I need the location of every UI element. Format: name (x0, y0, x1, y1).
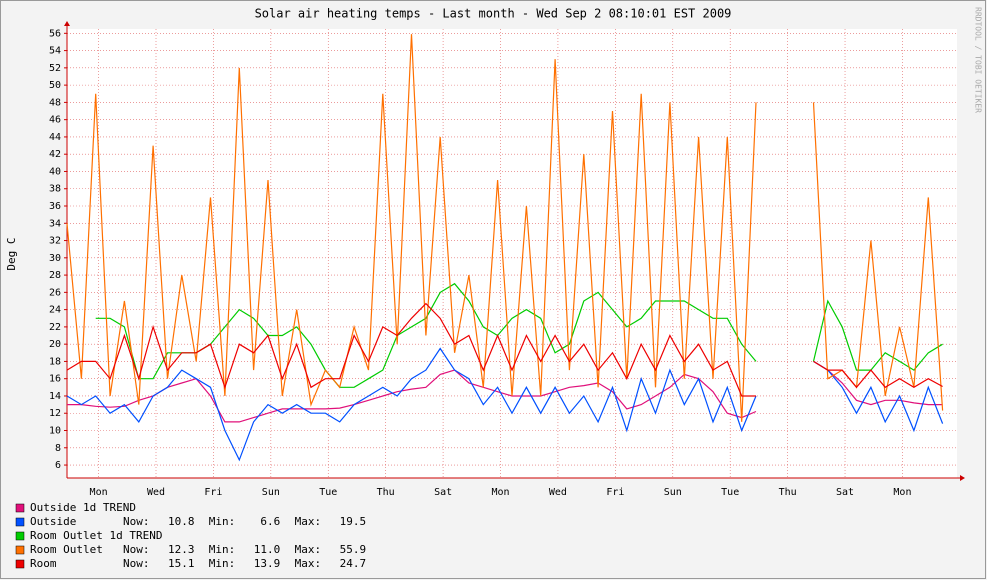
x-tick-label: Mon (491, 487, 509, 498)
axis-arrow (64, 21, 70, 26)
x-tick-label: Sat (434, 487, 452, 498)
y-tick-label: 56 (49, 28, 61, 39)
x-tick-label: Wed (549, 487, 567, 498)
stat-value: 55.9 (340, 543, 367, 556)
axis-arrow (960, 475, 965, 481)
stat-value: 11.0 (254, 543, 281, 556)
legend-swatch (15, 503, 25, 513)
legend-label: Outside 1d TREND (30, 501, 136, 514)
legend-swatch (15, 531, 25, 541)
stat-value: 6.6 (260, 515, 280, 528)
y-tick-label: 26 (49, 287, 61, 298)
plot-area (67, 29, 957, 478)
stat-value: 13.9 (254, 557, 281, 570)
y-tick-label: 20 (49, 339, 61, 350)
y-tick-label: 54 (49, 46, 61, 57)
stat-label: Now: (123, 543, 150, 556)
y-tick-label: 52 (49, 63, 61, 74)
x-tick-label: Thu (779, 487, 797, 498)
y-tick-label: 32 (49, 236, 61, 247)
y-axis-label: Deg C (5, 237, 18, 270)
legend-label: Outside (30, 515, 76, 528)
x-tick-label: Sun (262, 487, 280, 498)
stat-label: Min: (209, 515, 236, 528)
stat-label: Min: (209, 557, 236, 570)
x-tick-label: Fri (606, 487, 624, 498)
y-tick-label: 24 (49, 305, 61, 316)
chart-title: Solar air heating temps - Last month - W… (255, 7, 732, 21)
y-tick-label: 30 (49, 253, 61, 264)
y-tick-label: 12 (49, 408, 61, 419)
legend-label: Room (30, 557, 57, 570)
x-tick-label: Fri (204, 487, 222, 498)
y-tick-label: 28 (49, 270, 61, 281)
legend-swatch (15, 545, 25, 555)
stat-label: Now: (123, 557, 150, 570)
legend-label: Room Outlet 1d TREND (30, 529, 162, 542)
x-tick-label: Wed (147, 487, 165, 498)
y-tick-label: 46 (49, 115, 61, 126)
y-tick-label: 14 (49, 391, 61, 402)
y-tick-label: 16 (49, 374, 61, 385)
y-tick-label: 36 (49, 201, 61, 212)
stat-value: 15.1 (168, 557, 195, 570)
stat-value: 24.7 (340, 557, 367, 570)
x-tick-label: Mon (893, 487, 911, 498)
stat-value: 10.8 (168, 515, 195, 528)
stat-value: 19.5 (340, 515, 367, 528)
series-line (67, 360, 943, 423)
y-tick-label: 18 (49, 356, 61, 367)
series-line (66, 34, 944, 422)
y-tick-label: 42 (49, 149, 61, 160)
legend-swatch (15, 517, 25, 527)
y-tick-label: 6 (55, 460, 61, 471)
x-tick-label: Sat (836, 487, 854, 498)
y-tick-label: 38 (49, 184, 61, 195)
y-tick-label: 50 (49, 80, 61, 91)
x-tick-label: Tue (319, 487, 337, 498)
x-tick-label: Thu (377, 487, 395, 498)
x-tick-label: Sun (664, 487, 682, 498)
x-tick-label: Tue (721, 487, 739, 498)
stat-label: Min: (209, 543, 236, 556)
stat-label: Max: (295, 557, 322, 570)
series-line (66, 302, 943, 397)
stat-label: Now: (123, 515, 150, 528)
x-tick-label: Mon (90, 487, 108, 498)
y-tick-label: 44 (49, 132, 61, 143)
series-line (66, 347, 944, 462)
stat-label: Max: (295, 515, 322, 528)
stat-label: Max: (295, 543, 322, 556)
y-tick-label: 8 (55, 443, 61, 454)
watermark: RRDTOOL / TOBI OETIKER (974, 7, 983, 113)
stat-value: 12.3 (168, 543, 195, 556)
y-tick-label: 22 (49, 322, 61, 333)
y-tick-label: 48 (49, 97, 61, 108)
y-tick-label: 40 (49, 166, 61, 177)
legend-swatch (15, 559, 25, 569)
legend-label: Room Outlet (30, 543, 103, 556)
y-tick-label: 34 (49, 218, 61, 229)
y-tick-label: 10 (49, 426, 61, 437)
